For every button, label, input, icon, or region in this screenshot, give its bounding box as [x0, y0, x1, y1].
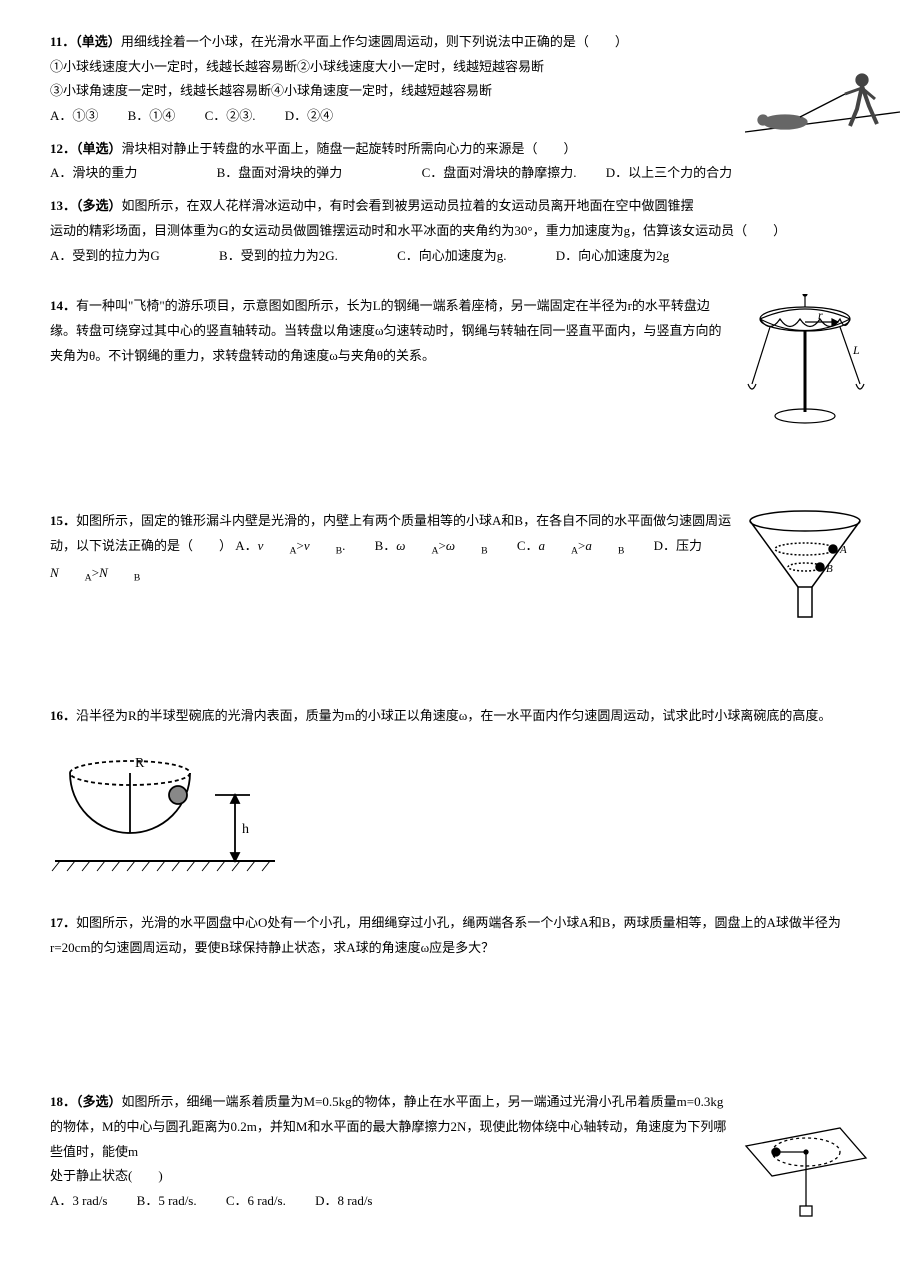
q13-opt-d: D．向心加速度为2g — [556, 248, 669, 263]
q18-number: 18． — [50, 1094, 76, 1109]
q14-label-r: r — [818, 308, 823, 322]
q15-number: 15． — [50, 513, 76, 528]
q16-figure: R h — [50, 743, 870, 883]
q11-tag: （单选） — [75, 34, 121, 49]
q12-opt-d: D．以上三个力的合力 — [606, 165, 732, 180]
q13-number: 13． — [50, 198, 76, 213]
q11-opt-c: C．②③. — [205, 108, 256, 123]
q18-figure — [740, 1108, 870, 1223]
q17-number: 17． — [50, 915, 76, 930]
q11-opt-d: D．②④ — [285, 108, 333, 123]
q12-options: A．滑块的重力 B．盘面对滑块的弹力 C．盘面对滑块的静摩擦力. D．以上三个力… — [50, 161, 870, 186]
q14-figure: r L — [740, 294, 870, 429]
q17-stem: 如图所示，光滑的水平圆盘中心O处有一个小孔，用细绳穿过小孔，绳两端各系一个小球A… — [50, 915, 841, 955]
q12-opt-c: C．盘面对滑块的静摩擦力. — [422, 165, 577, 180]
q13-opt-a: A．受到的拉力为G — [50, 248, 160, 263]
q12-tag: （单选） — [76, 141, 122, 156]
question-16: 16．沿半径为R的半球型碗底的光滑内表面，质量为m的小球正以角速度ω，在一水平面… — [50, 704, 870, 883]
q13-figure — [745, 54, 900, 149]
q16-label-R: R — [135, 756, 145, 771]
q11-opt-a: A．①③ — [50, 108, 98, 123]
q14-stem: 有一种叫"飞椅"的游乐项目，示意图如图所示，长为L的钢绳一端系着座椅，另一端固定… — [50, 298, 722, 362]
q18-stem1: 如图所示，细绳一端系着质量为M=0.5kg的物体，静止在水平面上，另一端通过光滑… — [50, 1094, 726, 1158]
question-15: A B 15．如图所示，固定的锥形漏斗内壁是光滑的，内壁上有两个质量相等的小球A… — [50, 509, 870, 624]
q15-label-b: B — [826, 563, 833, 575]
q13-stem1: 如图所示，在双人花样滑冰运动中，有时会看到被男运动员拉着的女运动员离开地面在空中… — [122, 198, 694, 213]
q13-tag: （多选） — [76, 198, 122, 213]
question-13: 13．（多选）如图所示，在双人花样滑冰运动中，有时会看到被男运动员拉着的女运动员… — [50, 194, 870, 268]
q15-figure: A B — [740, 509, 870, 624]
q15-opt-b: B．ωA>ωB — [375, 538, 488, 553]
q13-options: A．受到的拉力为G B．受到的拉力为2G. C．向心加速度为g. D．向心加速度… — [50, 244, 870, 269]
q11-stem: 用细线拴着一个小球，在光滑水平面上作匀速圆周运动，则下列说法中正确的是（ ） — [121, 34, 628, 49]
q12-opt-a: A．滑块的重力 — [50, 165, 137, 180]
q15-opt-a: A．vA>vB. — [235, 538, 345, 553]
q14-number: 14． — [50, 298, 76, 313]
question-18: 18．（多选）如图所示，细绳一端系着质量为M=0.5kg的物体，静止在水平面上，… — [50, 1090, 870, 1223]
q12-stem: 滑块相对静止于转盘的水平面上，随盘一起旋转时所需向心力的来源是（ ） — [122, 141, 577, 156]
q18-tag: （多选） — [76, 1094, 122, 1109]
q11-opt-b: B．①④ — [128, 108, 176, 123]
q18-opt-b: B．5 rad/s. — [137, 1193, 197, 1208]
question-11: 11．（单选）用细线拴着一个小球，在光滑水平面上作匀速圆周运动，则下列说法中正确… — [50, 30, 870, 129]
q14-label-L: L — [852, 343, 860, 357]
q12-opt-b: B．盘面对滑块的弹力 — [217, 165, 343, 180]
q15-label-a: A — [839, 544, 847, 556]
question-12: 12．（单选）滑块相对静止于转盘的水平面上，随盘一起旋转时所需向心力的来源是（ … — [50, 137, 870, 186]
q15-opt-c: C．aA>aB — [517, 538, 625, 553]
q18-opt-d: D．8 rad/s — [315, 1193, 372, 1208]
question-17: 17．如图所示，光滑的水平圆盘中心O处有一个小孔，用细绳穿过小孔，绳两端各系一个… — [50, 911, 870, 960]
q13-opt-b: B．受到的拉力为2G. — [219, 248, 338, 263]
question-14: r L 14．有一种叫"飞椅"的游乐项目，示意图如图所示，长为L的钢绳一端系着座… — [50, 294, 870, 429]
q18-opt-a: A．3 rad/s — [50, 1193, 107, 1208]
q16-stem: 沿半径为R的半球型碗底的光滑内表面，质量为m的小球正以角速度ω，在一水平面内作匀… — [76, 708, 831, 723]
q16-label-h: h — [242, 822, 249, 837]
q16-number: 16． — [50, 708, 76, 723]
q13-opt-c: C．向心加速度为g. — [397, 248, 506, 263]
q12-number: 12． — [50, 141, 76, 156]
q11-number: 11． — [50, 34, 75, 49]
q18-opt-c: C．6 rad/s. — [226, 1193, 286, 1208]
q13-stem2: 运动的精彩场面，目测体重为G的女运动员做圆锥摆运动时和水平冰面的夹角约为30°，… — [50, 219, 870, 244]
